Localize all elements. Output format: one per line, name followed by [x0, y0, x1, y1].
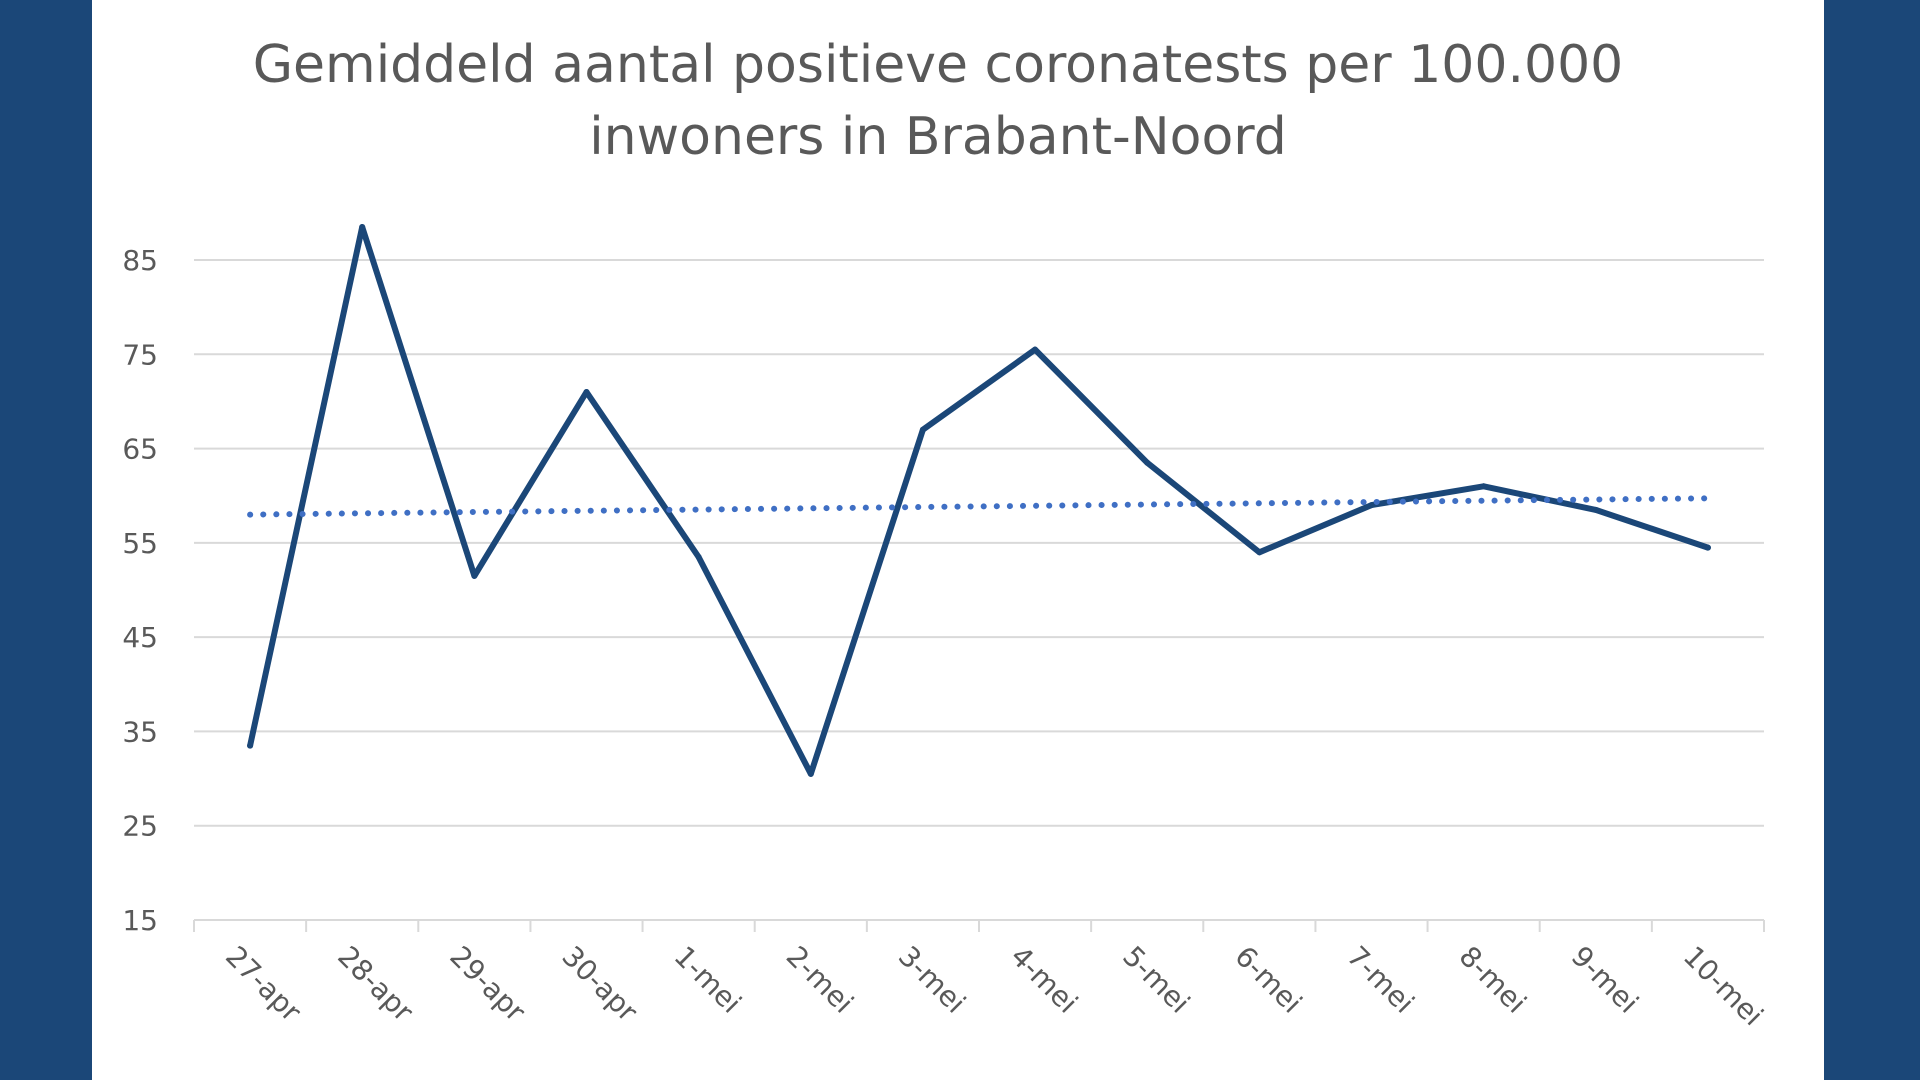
y-tick-labels: 15 25 35 45 55 65 75 85	[122, 244, 158, 937]
main-series-line	[247, 224, 1711, 777]
data-point	[1592, 506, 1599, 513]
data-point	[1256, 549, 1263, 556]
x-axis	[193, 919, 1765, 932]
y-tick-label: 65	[122, 433, 158, 466]
x-tick-label: 4-mei	[1004, 940, 1084, 1020]
gridlines	[194, 259, 1764, 827]
data-point	[1032, 346, 1039, 353]
chart-title-line-1: Gemiddeld aantal positieve coronatests p…	[253, 35, 1623, 95]
y-tick-label: 35	[122, 715, 158, 748]
chart-title-line-2: inwoners in Brabant-Noord	[589, 107, 1287, 167]
x-tick-label: 8-mei	[1453, 940, 1533, 1020]
x-tick-label: 30-apr	[556, 940, 645, 1029]
x-tick-label: 27-apr	[219, 940, 308, 1029]
x-tick-label: 6-mei	[1228, 940, 1308, 1020]
data-point	[1144, 459, 1151, 466]
data-point	[1368, 502, 1375, 509]
x-tick-label: 2-mei	[780, 940, 860, 1020]
x-tick-label: 1-mei	[668, 940, 748, 1020]
y-tick-label: 75	[122, 338, 158, 371]
data-point	[1704, 544, 1711, 551]
y-tick-label: 45	[122, 621, 158, 654]
chart: Gemiddeld aantal positieve coronatests p…	[122, 35, 1769, 1033]
x-tick-label: 9-mei	[1565, 940, 1645, 1020]
x-tick-label: 3-mei	[892, 940, 972, 1020]
data-point	[583, 389, 590, 395]
x-tick-label: 29-apr	[443, 940, 532, 1029]
y-tick-label: 85	[122, 244, 158, 277]
x-tick-label: 5-mei	[1116, 940, 1196, 1020]
chart-panel: Gemiddeld aantal positieve coronatests p…	[92, 0, 1824, 1080]
data-point	[919, 426, 926, 433]
data-point	[695, 554, 702, 560]
y-tick-label: 15	[122, 904, 158, 937]
series-layer	[247, 224, 1711, 777]
data-point	[807, 770, 814, 777]
y-tick-label: 25	[122, 810, 158, 843]
data-point	[471, 572, 478, 579]
data-point	[359, 224, 366, 230]
trendline-series	[247, 495, 1711, 518]
x-tick-labels: 27-apr 28-apr 29-apr 30-apr 1-mei 2-mei 3-mei 4…	[219, 940, 1769, 1033]
x-tick-label: 10-mei	[1677, 940, 1770, 1033]
x-tick-label: 7-mei	[1341, 940, 1421, 1020]
data-point	[247, 742, 254, 749]
data-point	[1480, 483, 1487, 490]
y-tick-label: 55	[122, 527, 158, 560]
x-tick-label: 28-apr	[331, 940, 420, 1029]
